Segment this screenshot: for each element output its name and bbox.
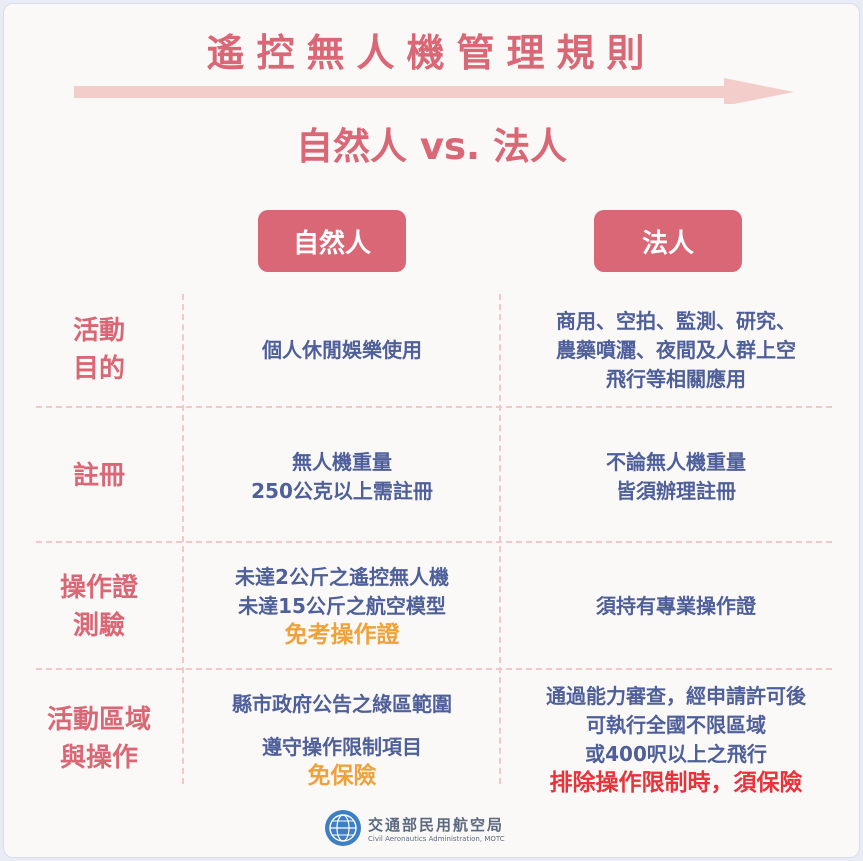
cell-area-operation-legal: 通過能力審查，經申請許可後 可執行全國不限區域 或400呎以上之飛行 排除操作限… [546,684,806,796]
row-label-area-operation: 活動區域 與操作 [46,705,151,773]
cell-registration-natural: 無人機重量 250公克以上需註冊 [251,450,433,503]
insurance-required-highlight: 排除操作限制時，須保險 [549,770,803,796]
footer-credit: 交通部民用航空局 Civil Aeronautics Administratio… [324,809,505,847]
exemption-highlight: 免考操作證 [284,621,400,648]
insurance-exemption-highlight: 免保險 [307,763,377,789]
column-divider [182,294,184,784]
arrow-divider-icon [74,78,794,104]
cell-operator-test-natural: 未達2公斤之遙控無人機 未達15公斤之航空模型 免考操作證 [235,564,449,648]
row-divider [36,541,832,543]
row-divider [36,406,832,408]
page-subtitle: 自然人 vs. 法人 [296,125,567,168]
column-divider [499,294,501,784]
cell-purpose-legal: 商用、空拍、監測、研究、 農藥噴灑、夜間及人群上空 飛行等相關應用 [556,308,796,391]
header-natural-person: 自然人 [258,210,406,272]
cell-area-operation-natural: 縣市政府公告之綠區範圍 遵守操作限制項目 免保險 [232,692,452,789]
header-legal-person: 法人 [594,210,742,272]
footer-org-name: 交通部民用航空局 [368,815,505,834]
row-label-operator-test: 操作證 測驗 [59,573,138,641]
row-label-purpose: 活動 目的 [72,316,125,384]
footer-org-name-en: Civil Aeronautics Administration, MOTC [368,834,505,843]
row-label-registration: 註冊 [72,461,125,491]
cell-registration-legal: 不論無人機重量 皆須辦理註冊 [606,450,746,503]
row-divider [36,668,832,670]
infographic-card: 遙控無人機管理規則 自然人 vs. 法人 自然人 法人 活動 目的 個人休閒娛樂使… [3,3,860,858]
page-title: 遙控無人機管理規則 [206,31,657,75]
cell-purpose-natural: 個人休閒娛樂使用 [262,337,422,362]
globe-logo-icon [325,810,361,846]
cell-operator-test-legal: 須持有專業操作證 [596,593,756,618]
